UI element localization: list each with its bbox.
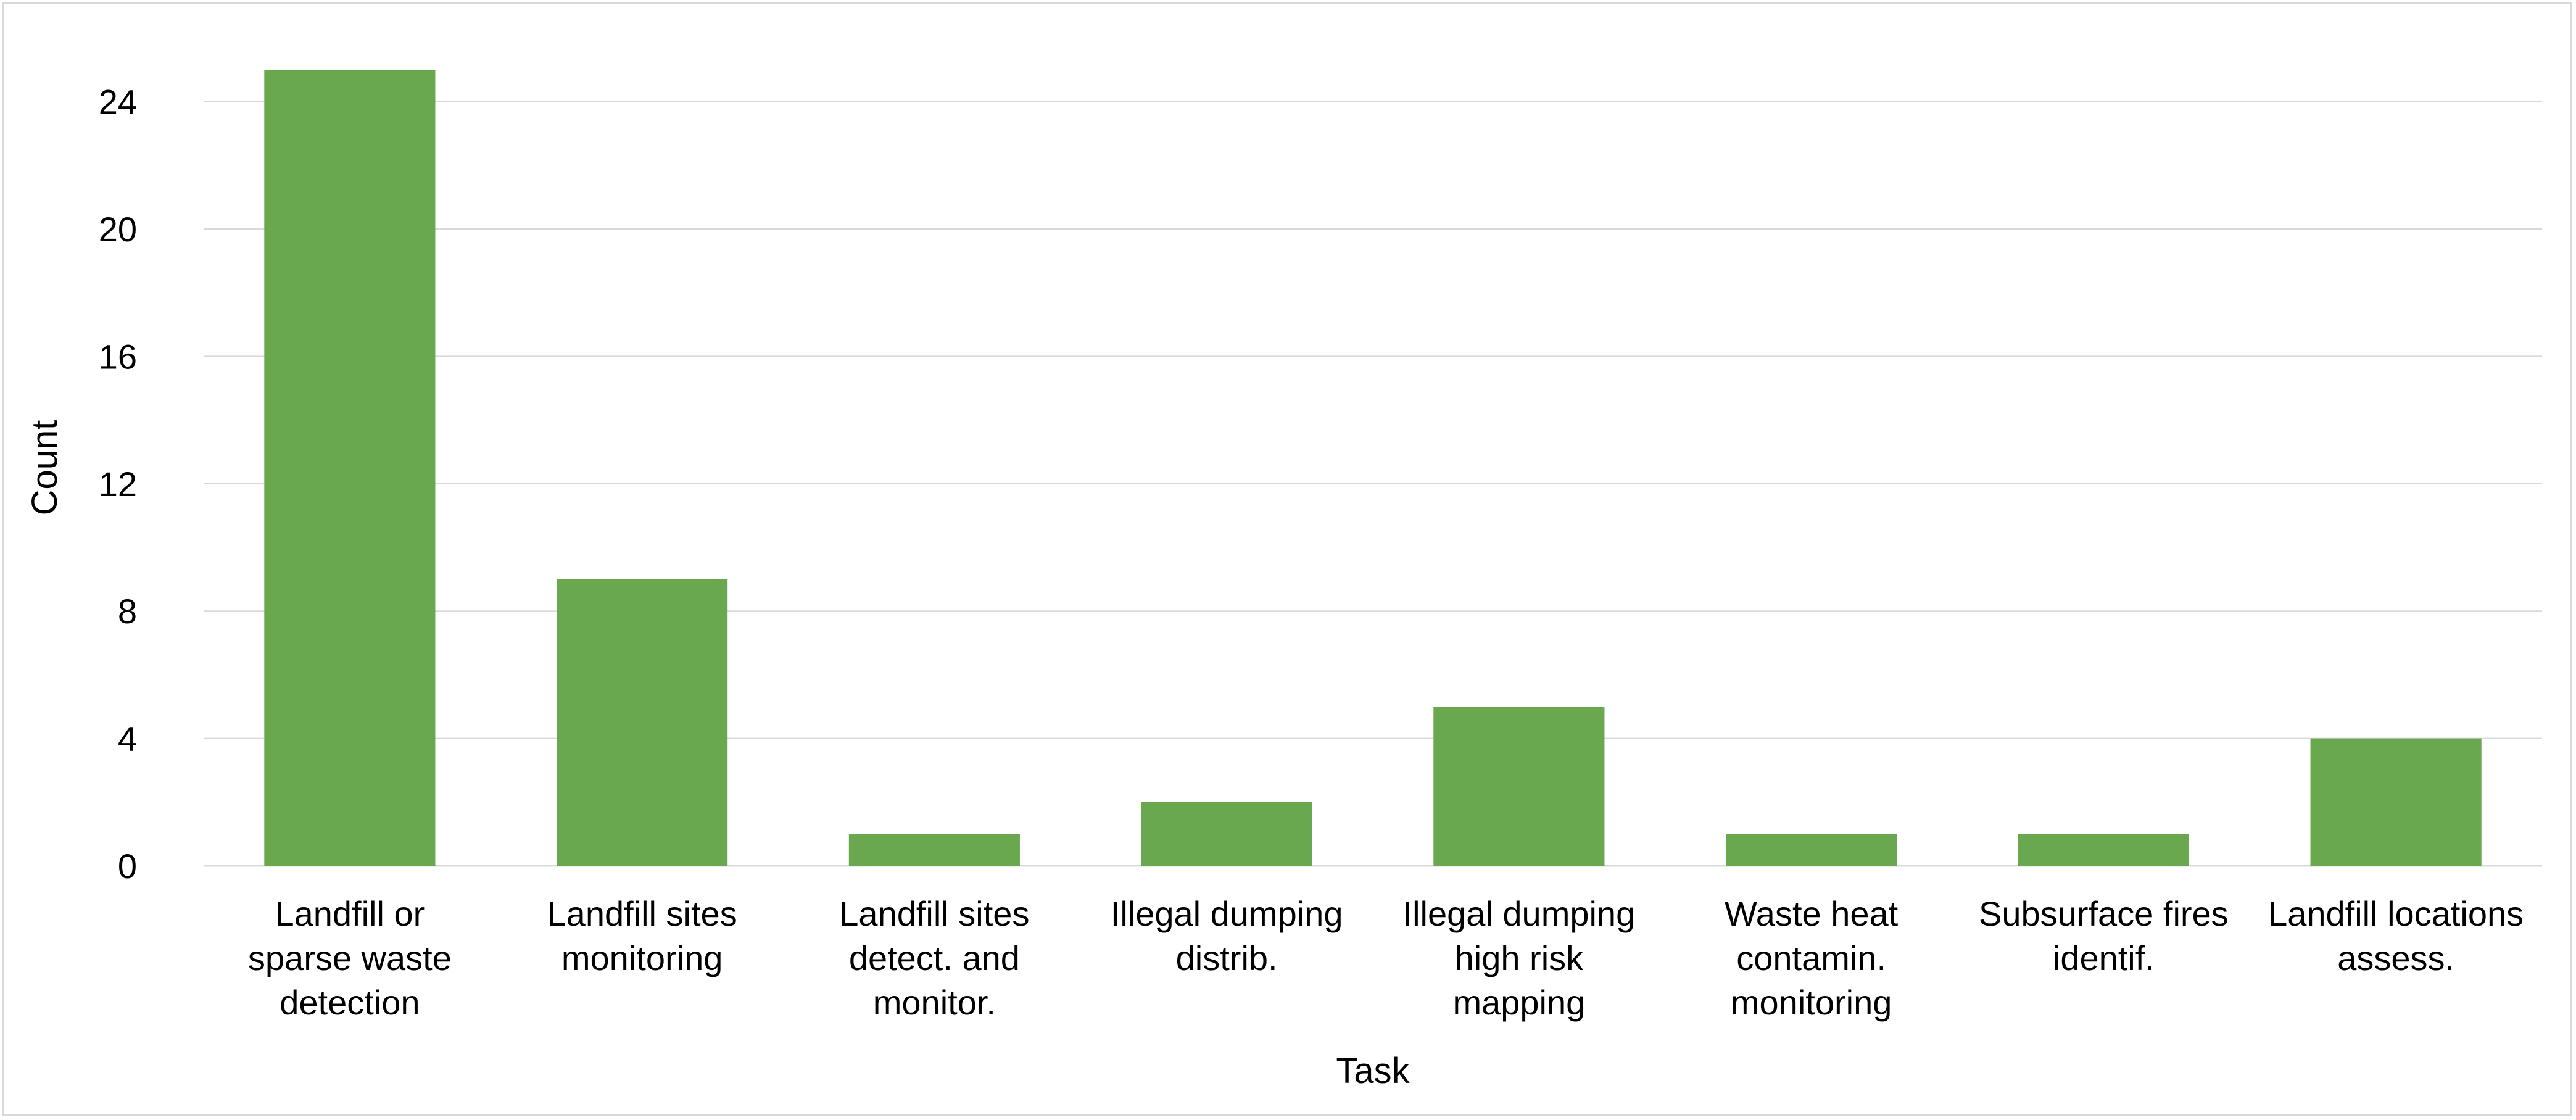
bar [264, 70, 436, 866]
x-category-label: Landfill sites detect. and monitor. [839, 894, 1029, 1022]
x-category-labels: Landfill or sparse waste detection Landfill… [248, 894, 2524, 1022]
bar [848, 834, 1020, 866]
gridlines [204, 101, 2542, 867]
x-category-label: Landfill locations assess. [2268, 894, 2524, 977]
x-category-label: Subsurface fires identif. [1979, 894, 2229, 977]
y-tick-label: 4 [118, 720, 137, 758]
y-tick-label: 0 [118, 847, 137, 886]
x-category-label: Waste heat contamin. monitoring [1725, 894, 1899, 1022]
x-category-label: Landfill sites monitoring [547, 894, 737, 977]
x-category-label: Illegal dumping high risk mapping [1403, 894, 1636, 1022]
y-tick-label: 8 [118, 592, 137, 631]
bar [1141, 802, 1312, 866]
y-tick-label: 16 [99, 337, 137, 376]
y-tick-label: 20 [99, 210, 137, 249]
bar [1433, 707, 1605, 866]
bars [264, 70, 2482, 866]
y-tick-labels: 0 4 8 12 16 20 24 [99, 83, 137, 886]
bar [2310, 738, 2482, 866]
bar [2018, 834, 2189, 866]
y-tick-label: 24 [99, 83, 137, 122]
bar [557, 579, 728, 866]
bar [1726, 834, 1897, 866]
y-axis-title: Count [25, 420, 65, 516]
y-tick-label: 12 [99, 465, 137, 504]
x-axis-title: Task [1336, 1051, 1410, 1091]
x-category-label: Landfill or sparse waste detection [248, 894, 452, 1022]
x-category-label: Illegal dumping distrib. [1111, 894, 1343, 977]
